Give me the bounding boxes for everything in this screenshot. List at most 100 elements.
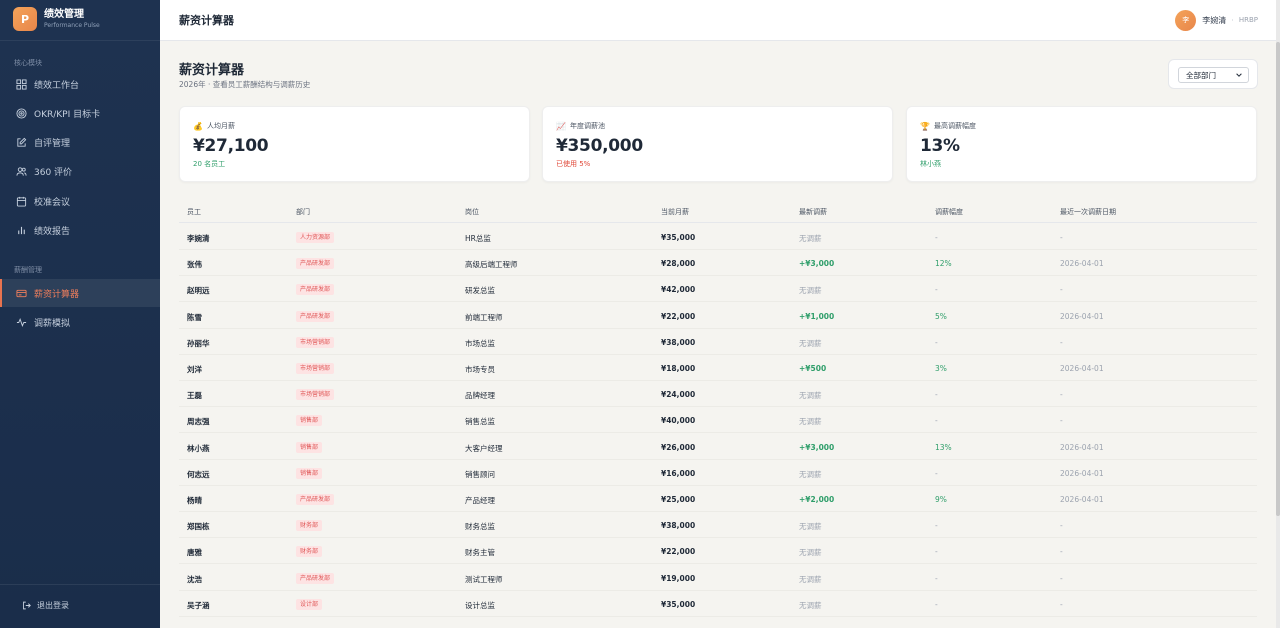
edit-icon <box>16 137 27 148</box>
calendar-icon <box>16 196 27 207</box>
bar-chart-icon <box>16 225 27 236</box>
sidebar-item-label: 调薪模拟 <box>34 318 71 329</box>
raise-date-cell: - <box>1060 285 1063 295</box>
department-tag: 产品研发部 <box>296 572 335 584</box>
scrollbar-thumb[interactable] <box>1276 42 1280 516</box>
table-row[interactable]: 陈雪 产品研发部 前端工程师 ¥22,000 +¥1,000 5% 2026-04-01 <box>179 303 1257 329</box>
employee-name: 赵明远 <box>187 286 210 296</box>
stat-card-raise-pool: 📈 年度调薪池 ¥350,000 已使用 5% <box>542 106 893 182</box>
position-cell: 测试工程师 <box>465 574 503 584</box>
table-row[interactable]: 张伟 产品研发部 高级后端工程师 ¥28,000 +¥3,000 12% 2026-04-0… <box>179 250 1257 277</box>
table-row[interactable]: 唐雅 财务部 财务主管 ¥22,000 无调薪 - - <box>179 538 1257 565</box>
column-header-department[interactable]: 部门 <box>296 208 310 216</box>
employee-name: 郑国栋 <box>187 522 210 532</box>
sidebar-item-label: 360 评价 <box>34 167 73 178</box>
target-icon <box>16 107 27 119</box>
employee-name: 孙丽华 <box>187 338 210 348</box>
latest-raise-cell: +¥2,000 <box>799 495 835 504</box>
employee-name: 陈雪 <box>187 312 202 322</box>
employee-name: 林小燕 <box>187 443 210 453</box>
department-tag: 设计部 <box>296 598 323 610</box>
employee-name: 何志远 <box>187 469 210 479</box>
column-header-raise-date[interactable]: 最近一次调薪日期 <box>1060 208 1116 216</box>
sidebar-item-label: 绩效报告 <box>34 226 71 237</box>
raise-pct-cell: - <box>935 416 938 426</box>
stat-value: ¥27,100 <box>193 136 269 156</box>
users-icon <box>16 166 27 177</box>
position-cell: HR总监 <box>465 234 491 243</box>
column-header-raise-pct[interactable]: 调薪幅度 <box>935 208 963 216</box>
table-row[interactable]: 沈浩 产品研发部 测试工程师 ¥19,000 无调薪 - - <box>179 565 1257 591</box>
department-tag: 产品研发部 <box>296 494 335 505</box>
department-tag: 销售部 <box>296 441 323 453</box>
sidebar-item-raise-simulation[interactable]: 调薪模拟 <box>0 308 160 336</box>
table-row[interactable]: 刘洋 市场营销部 市场专员 ¥18,000 +¥500 3% 2026-04-01 <box>179 355 1257 381</box>
raise-pct-cell: - <box>935 599 938 609</box>
table-row[interactable]: 李婉清 人力资源部 HR总监 ¥35,000 无调薪 - - <box>179 224 1257 250</box>
raise-date-cell: 2026-04-01 <box>1060 259 1104 269</box>
sidebar: P 绩效管理 Performance Pulse 核心模块 绩效工作台 OKR/… <box>0 0 160 628</box>
raise-date-cell: - <box>1060 390 1063 400</box>
position-cell: 销售顾问 <box>465 469 495 479</box>
table-row[interactable]: 赵明远 产品研发部 研发总监 ¥42,000 无调薪 - - <box>179 276 1257 303</box>
table-row[interactable]: 郑国栋 财务部 财务总监 ¥38,000 无调薪 - - <box>179 512 1257 539</box>
department-select[interactable]: 全部部门 <box>1178 67 1249 83</box>
sidebar-item-dashboard[interactable]: 绩效工作台 <box>0 70 160 98</box>
table-row[interactable]: 王磊 市场营销部 品牌经理 ¥24,000 无调薪 - - <box>179 381 1257 408</box>
position-cell: 市场专员 <box>465 365 495 374</box>
department-tag: 市场营销部 <box>296 389 335 401</box>
brand-logo: P <box>13 7 37 31</box>
raise-date-cell: - <box>1060 233 1063 242</box>
position-cell: 高级后端工程师 <box>465 260 518 270</box>
position-cell: 设计总监 <box>465 600 495 610</box>
table-row[interactable]: 孙丽华 市场营销部 市场总监 ¥38,000 无调薪 - - <box>179 329 1257 355</box>
stat-label: 人均月薪 <box>206 122 235 130</box>
raise-pct-cell: - <box>935 337 938 347</box>
table-row[interactable]: 杨晴 产品研发部 产品经理 ¥25,000 +¥2,000 9% 2026-04-01 <box>179 486 1257 512</box>
table-row[interactable]: 林小燕 销售部 大客户经理 ¥26,000 +¥3,000 13% 2026-04-01 <box>179 434 1257 460</box>
table-row[interactable]: 周志强 销售部 销售总监 ¥40,000 无调薪 - - <box>179 407 1257 434</box>
table-row[interactable]: 何志远 销售部 销售顾问 ¥16,000 无调薪 - 2026-04-01 <box>179 460 1257 486</box>
column-header-employee[interactable]: 员工 <box>187 208 201 216</box>
position-cell: 大客户经理 <box>465 443 503 453</box>
salary-cell: ¥22,000 <box>661 311 696 321</box>
raise-date-cell: - <box>1060 416 1063 426</box>
stat-note: 20 名员工 <box>193 160 226 168</box>
sidebar-item-self-review[interactable]: 自评管理 <box>0 128 160 156</box>
brand-name: 绩效管理 <box>44 9 84 20</box>
logout-button[interactable]: 退出登录 <box>22 600 69 611</box>
user-menu[interactable]: 李 李婉清 · HRBP <box>1175 9 1258 31</box>
sidebar-item-calibration[interactable]: 校准会议 <box>0 187 160 215</box>
column-header-position[interactable]: 岗位 <box>465 208 479 216</box>
user-role: HRBP <box>1238 16 1258 24</box>
column-header-salary[interactable]: 当前月薪 <box>661 208 689 216</box>
page-scrollbar[interactable] <box>1276 0 1280 628</box>
column-header-latest-raise[interactable]: 最新调薪 <box>799 208 827 216</box>
salary-cell: ¥24,000 <box>661 390 696 400</box>
sidebar-item-okr[interactable]: OKR/KPI 目标卡 <box>0 99 160 127</box>
position-cell: 市场总监 <box>465 338 495 348</box>
raise-pct-cell: - <box>935 468 938 478</box>
position-cell: 产品经理 <box>465 496 495 505</box>
salary-cell: ¥28,000 <box>661 259 696 269</box>
sidebar-item-salary-calculator[interactable]: 薪资计算器 <box>0 279 160 307</box>
sidebar-item-reports[interactable]: 绩效报告 <box>0 216 160 244</box>
salary-cell: ¥18,000 <box>661 364 696 373</box>
trophy-icon: 🏆 <box>920 121 930 131</box>
table-row[interactable]: 吴子涵 设计部 设计总监 ¥35,000 无调薪 - - <box>179 591 1257 617</box>
raise-date-cell: - <box>1060 337 1063 347</box>
latest-raise-cell: +¥1,000 <box>799 311 835 321</box>
sidebar-item-label: 薪资计算器 <box>34 289 80 300</box>
raise-pct-cell: 9% <box>935 495 947 504</box>
latest-raise-cell: +¥3,000 <box>799 259 835 269</box>
table-header: 员工 部门 岗位 当前月薪 最新调薪 调薪幅度 最近一次调薪日期 <box>179 200 1257 223</box>
brand[interactable]: P 绩效管理 Performance Pulse <box>13 7 100 31</box>
stat-note: 林小燕 <box>920 160 941 168</box>
department-tag: 财务部 <box>296 520 323 532</box>
sidebar-item-360[interactable]: 360 评价 <box>0 157 160 185</box>
salary-cell: ¥26,000 <box>661 442 696 452</box>
raise-pct-cell: - <box>935 390 938 400</box>
page-title: 薪资计算器 <box>179 63 245 78</box>
position-cell: 品牌经理 <box>465 391 495 401</box>
latest-raise-cell: +¥3,000 <box>799 442 835 452</box>
